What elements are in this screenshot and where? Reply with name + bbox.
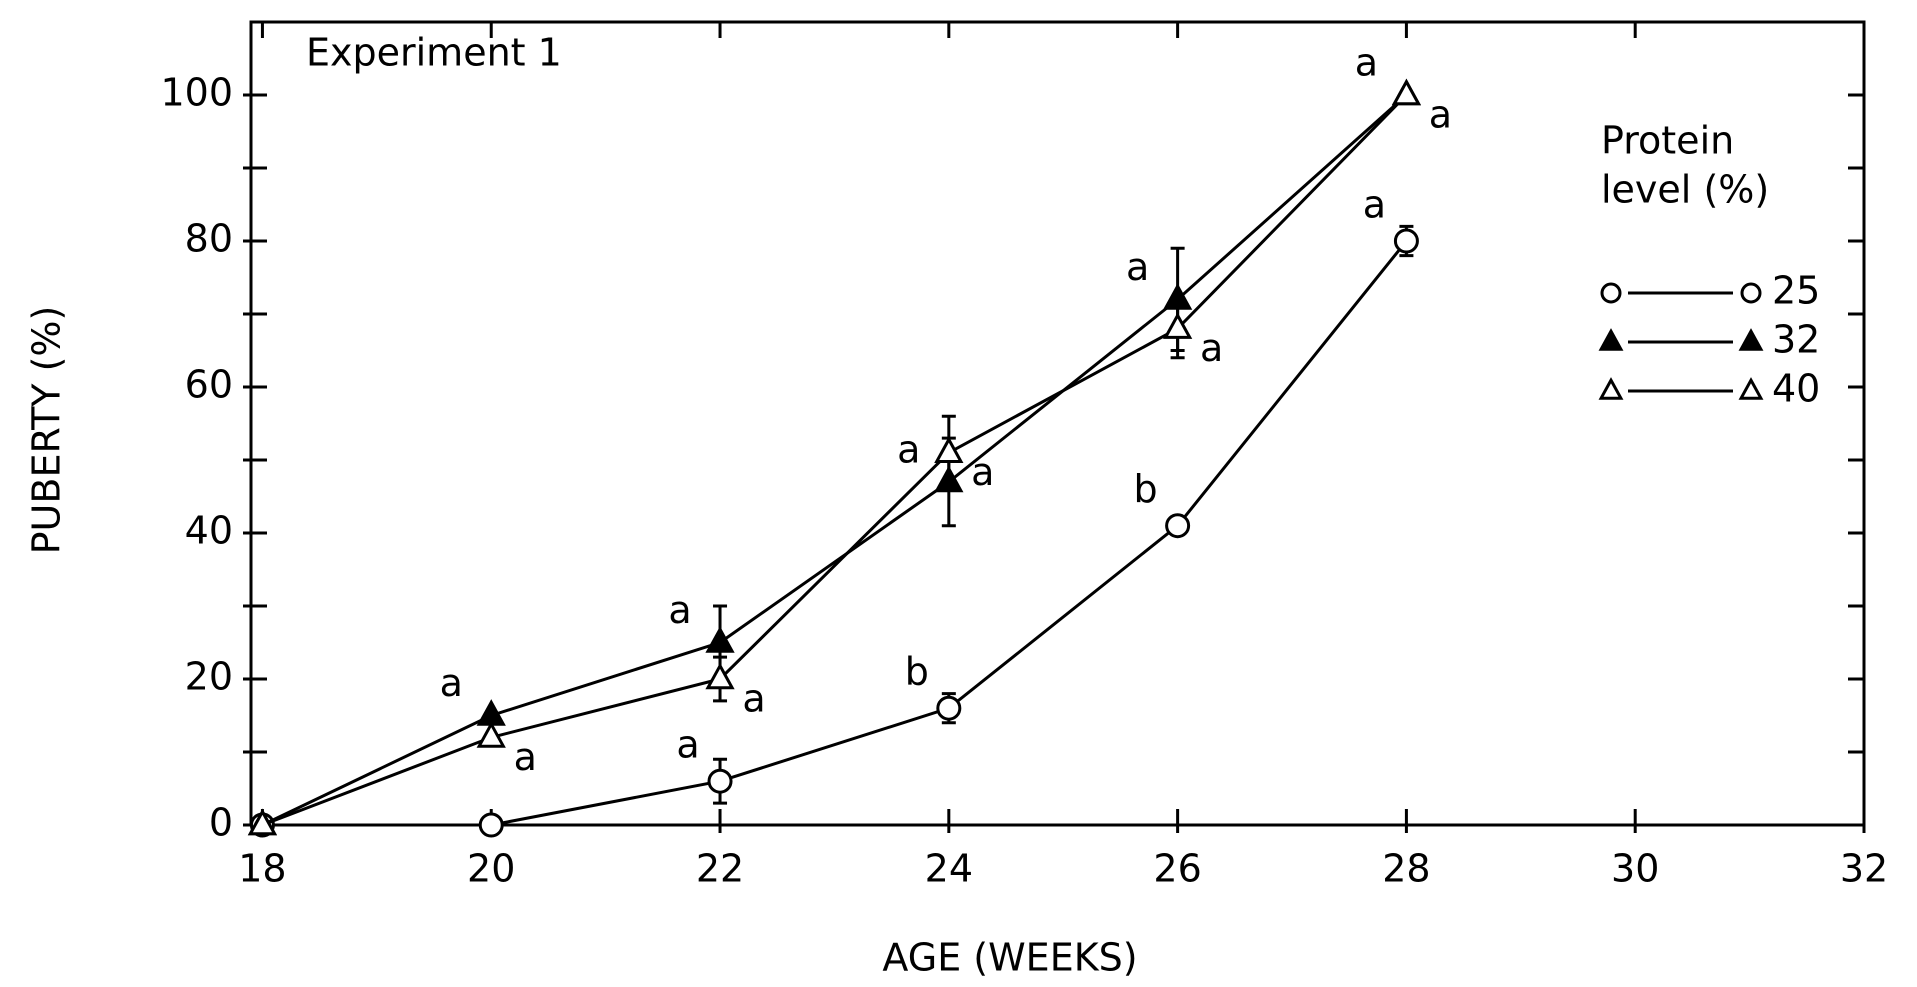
x-tick-label: 32 <box>1840 847 1888 891</box>
significance-letter: a <box>1126 245 1149 289</box>
significance-letter: a <box>1363 183 1386 227</box>
series-line <box>262 240 1408 827</box>
legend-marker <box>1598 328 1624 351</box>
marker <box>707 768 733 794</box>
significance-letter: a <box>440 661 463 705</box>
x-tick-label: 18 <box>238 847 286 891</box>
y-tick-label: 60 <box>185 363 233 407</box>
series-line <box>261 93 1408 827</box>
y-tick-label: 100 <box>160 71 233 115</box>
significance-letter: a <box>897 427 920 471</box>
y-tick-label: 20 <box>185 655 233 699</box>
x-axis-title: AGE (WEEKS) <box>882 936 1137 980</box>
significance-letter: b <box>905 650 929 694</box>
y-tick-label: 0 <box>209 801 233 845</box>
significance-letter: a <box>1355 41 1378 85</box>
x-tick-label: 30 <box>1611 847 1659 891</box>
y-tick-label: 40 <box>185 509 233 553</box>
significance-letter: a <box>1200 326 1223 370</box>
x-tick-label: 20 <box>467 847 515 891</box>
legend-marker <box>1600 282 1622 304</box>
legend-title: level (%) <box>1601 168 1769 212</box>
significance-letter: a <box>1429 93 1452 137</box>
marker <box>936 695 962 721</box>
marker <box>1391 78 1422 106</box>
legend-marker <box>1738 328 1764 351</box>
legend-label: 25 <box>1772 269 1820 313</box>
marker <box>1393 228 1419 254</box>
marker <box>934 436 964 463</box>
y-axis-title: PUBERTY (%) <box>25 306 69 555</box>
x-tick-label: 28 <box>1382 847 1430 891</box>
legend-marker <box>1740 282 1762 304</box>
significance-letter: b <box>1134 467 1158 511</box>
x-tick-label: 26 <box>1153 847 1201 891</box>
series-line <box>261 93 1408 827</box>
marker <box>1162 312 1193 339</box>
chart-title: Experiment 1 <box>306 31 562 75</box>
significance-letter: a <box>971 450 994 494</box>
significance-letter: a <box>514 735 537 779</box>
marker <box>705 626 735 653</box>
marker <box>476 721 506 748</box>
significance-letter: a <box>668 588 691 632</box>
marker <box>247 808 278 836</box>
legend-title: Protein <box>1601 119 1734 163</box>
legend-label: 40 <box>1772 367 1820 411</box>
y-tick-label: 80 <box>185 217 233 261</box>
marker <box>705 662 735 690</box>
significance-letter: a <box>676 723 699 767</box>
x-tick-label: 22 <box>696 847 744 891</box>
marker <box>1165 513 1191 539</box>
legend-marker <box>1598 377 1624 400</box>
legend-marker <box>1738 377 1764 400</box>
significance-letter: a <box>742 677 765 721</box>
x-tick-label: 24 <box>925 847 973 891</box>
marker <box>478 812 504 838</box>
plot-frame <box>249 20 1866 827</box>
legend-label: 32 <box>1772 318 1820 362</box>
